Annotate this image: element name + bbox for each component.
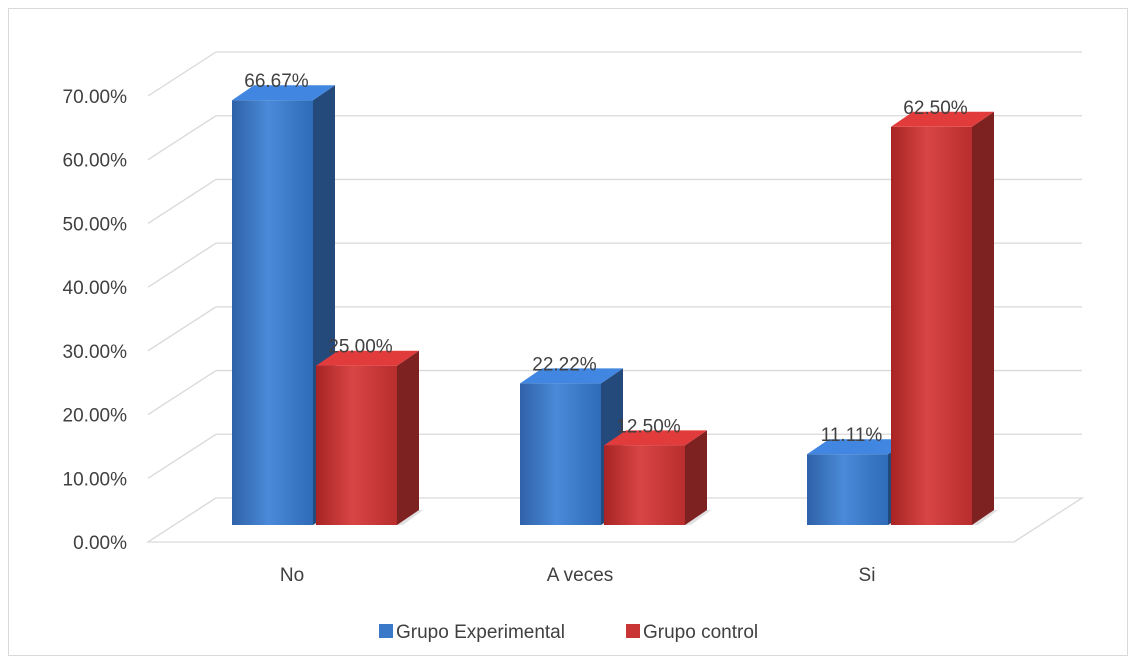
data-labels: 66.67% 25.00% 22.22% 12.50% 11.11% 62.50%: [244, 71, 968, 446]
data-label: 22.22%: [532, 354, 597, 375]
y-tick-label: 20.00%: [63, 406, 128, 427]
x-axis: No A veces Si: [280, 565, 876, 586]
x-tick-label: No: [280, 565, 304, 586]
bar: [891, 111, 998, 526]
data-label: 62.50%: [903, 98, 968, 119]
y-tick-label: 40.00%: [63, 278, 128, 299]
legend-label: Grupo control: [643, 622, 758, 643]
data-label: 11.11%: [821, 425, 883, 446]
legend-swatch: [626, 624, 640, 638]
data-label: 66.67%: [244, 71, 309, 92]
y-tick-label: 0.00%: [73, 533, 127, 554]
bar: [232, 85, 339, 525]
bar: [604, 430, 711, 525]
gridline: [147, 51, 1082, 97]
data-label: 12.50%: [616, 416, 681, 437]
legend-item: Grupo control: [626, 622, 758, 643]
data-label: 25.00%: [328, 337, 393, 358]
x-tick-label: A veces: [547, 565, 614, 586]
y-tick-label: 60.00%: [63, 151, 128, 172]
legend: Grupo Experimental Grupo control: [379, 622, 758, 643]
legend-label: Grupo Experimental: [396, 622, 565, 643]
bars: [232, 85, 998, 526]
legend-swatch: [379, 624, 393, 638]
y-axis: 0.00% 10.00% 20.00% 30.00% 40.00% 50.00% 60.00…: [63, 87, 128, 554]
bar: [316, 350, 423, 525]
y-tick-label: 70.00%: [63, 87, 128, 108]
x-tick-label: Si: [859, 565, 876, 586]
legend-item: Grupo Experimental: [379, 622, 565, 643]
y-tick-label: 10.00%: [63, 469, 128, 490]
y-tick-label: 30.00%: [63, 342, 128, 363]
y-tick-label: 50.00%: [63, 214, 128, 235]
